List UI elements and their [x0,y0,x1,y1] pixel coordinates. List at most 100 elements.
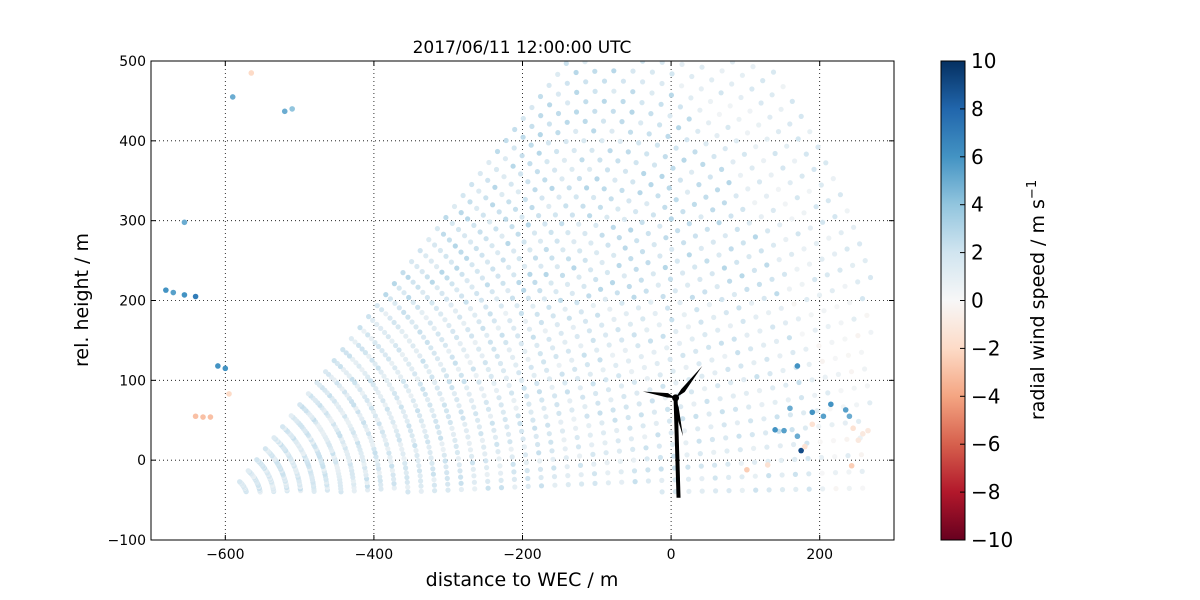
data-point [731,336,737,342]
data-point [491,318,497,324]
data-point [492,184,498,190]
data-point [474,268,480,274]
data-point [429,300,435,306]
data-point [410,398,416,404]
data-point [631,332,637,338]
data-point [543,246,549,253]
data-point [448,259,454,265]
data-point [604,460,610,466]
data-point [464,255,470,261]
data-point [401,309,407,315]
data-point [528,409,534,415]
data-point [443,214,449,221]
data-point [554,264,560,270]
data-point [408,393,414,399]
data-point [622,168,629,174]
data-point [565,100,571,106]
data-point [478,431,484,437]
data-point [798,113,804,119]
data-point [385,334,391,340]
data-point [647,338,654,344]
data-point [577,385,583,391]
data-point [376,466,382,472]
data-point [528,364,534,370]
data-point [546,121,553,127]
data-point [587,166,593,172]
data-point [457,341,463,347]
data-point [625,358,632,364]
data-point [709,77,715,83]
data-point [686,221,692,227]
data-point [398,442,404,448]
data-point [663,235,669,241]
data-point [803,151,809,157]
data-point [801,410,807,416]
data-point-highlight [781,427,787,434]
data-point [778,305,784,311]
data-point [725,366,731,372]
data-point [514,303,520,309]
data-point [558,297,564,303]
data-point [815,144,821,150]
data-point [526,326,533,332]
data-point [394,395,400,401]
data-point [763,193,770,199]
data-point [606,342,612,348]
data-point [738,460,744,466]
data-point [547,102,553,108]
data-point [689,294,696,300]
data-point [756,179,763,185]
data-point [832,454,838,460]
data-point [527,247,533,253]
data-point [548,280,554,286]
data-point [597,410,603,416]
data-point [573,69,579,76]
data-point [487,219,493,225]
data-point [489,243,495,249]
data-point [383,292,389,298]
data-point [551,474,558,480]
data-point [529,123,535,129]
data-point [375,462,381,468]
data-point [323,369,329,375]
data-point [604,167,611,173]
x-tick-label: 200 [806,547,833,563]
data-point [599,259,605,266]
data-point [845,352,852,358]
data-point [761,342,767,348]
data-point [680,209,686,215]
data-point [493,387,500,394]
data-point [508,181,514,187]
data-point [414,452,420,459]
data-point [774,291,780,297]
data-point [789,427,795,433]
data-point [538,263,544,269]
data-point [458,249,464,255]
data-point [772,399,778,405]
data-point [730,393,736,399]
data-point [726,474,732,480]
data-point [746,404,752,410]
data-point [400,378,406,384]
data-point [712,370,718,376]
data-point [668,216,674,222]
data-point [498,485,505,491]
data-point [577,248,583,254]
data-point [719,409,725,415]
data-point [821,308,827,314]
data-point [502,156,508,162]
data-point [738,94,744,101]
data-point [639,249,646,255]
data-point [406,294,412,301]
data-point [435,331,441,337]
data-point [564,281,571,287]
data-point [511,325,517,331]
data-point [697,451,703,457]
data-point [555,130,561,136]
data-point [454,265,460,271]
data-point [539,397,545,403]
data-point [787,180,793,186]
data-point [673,197,679,203]
data-point [846,469,852,475]
data-point [582,318,589,324]
